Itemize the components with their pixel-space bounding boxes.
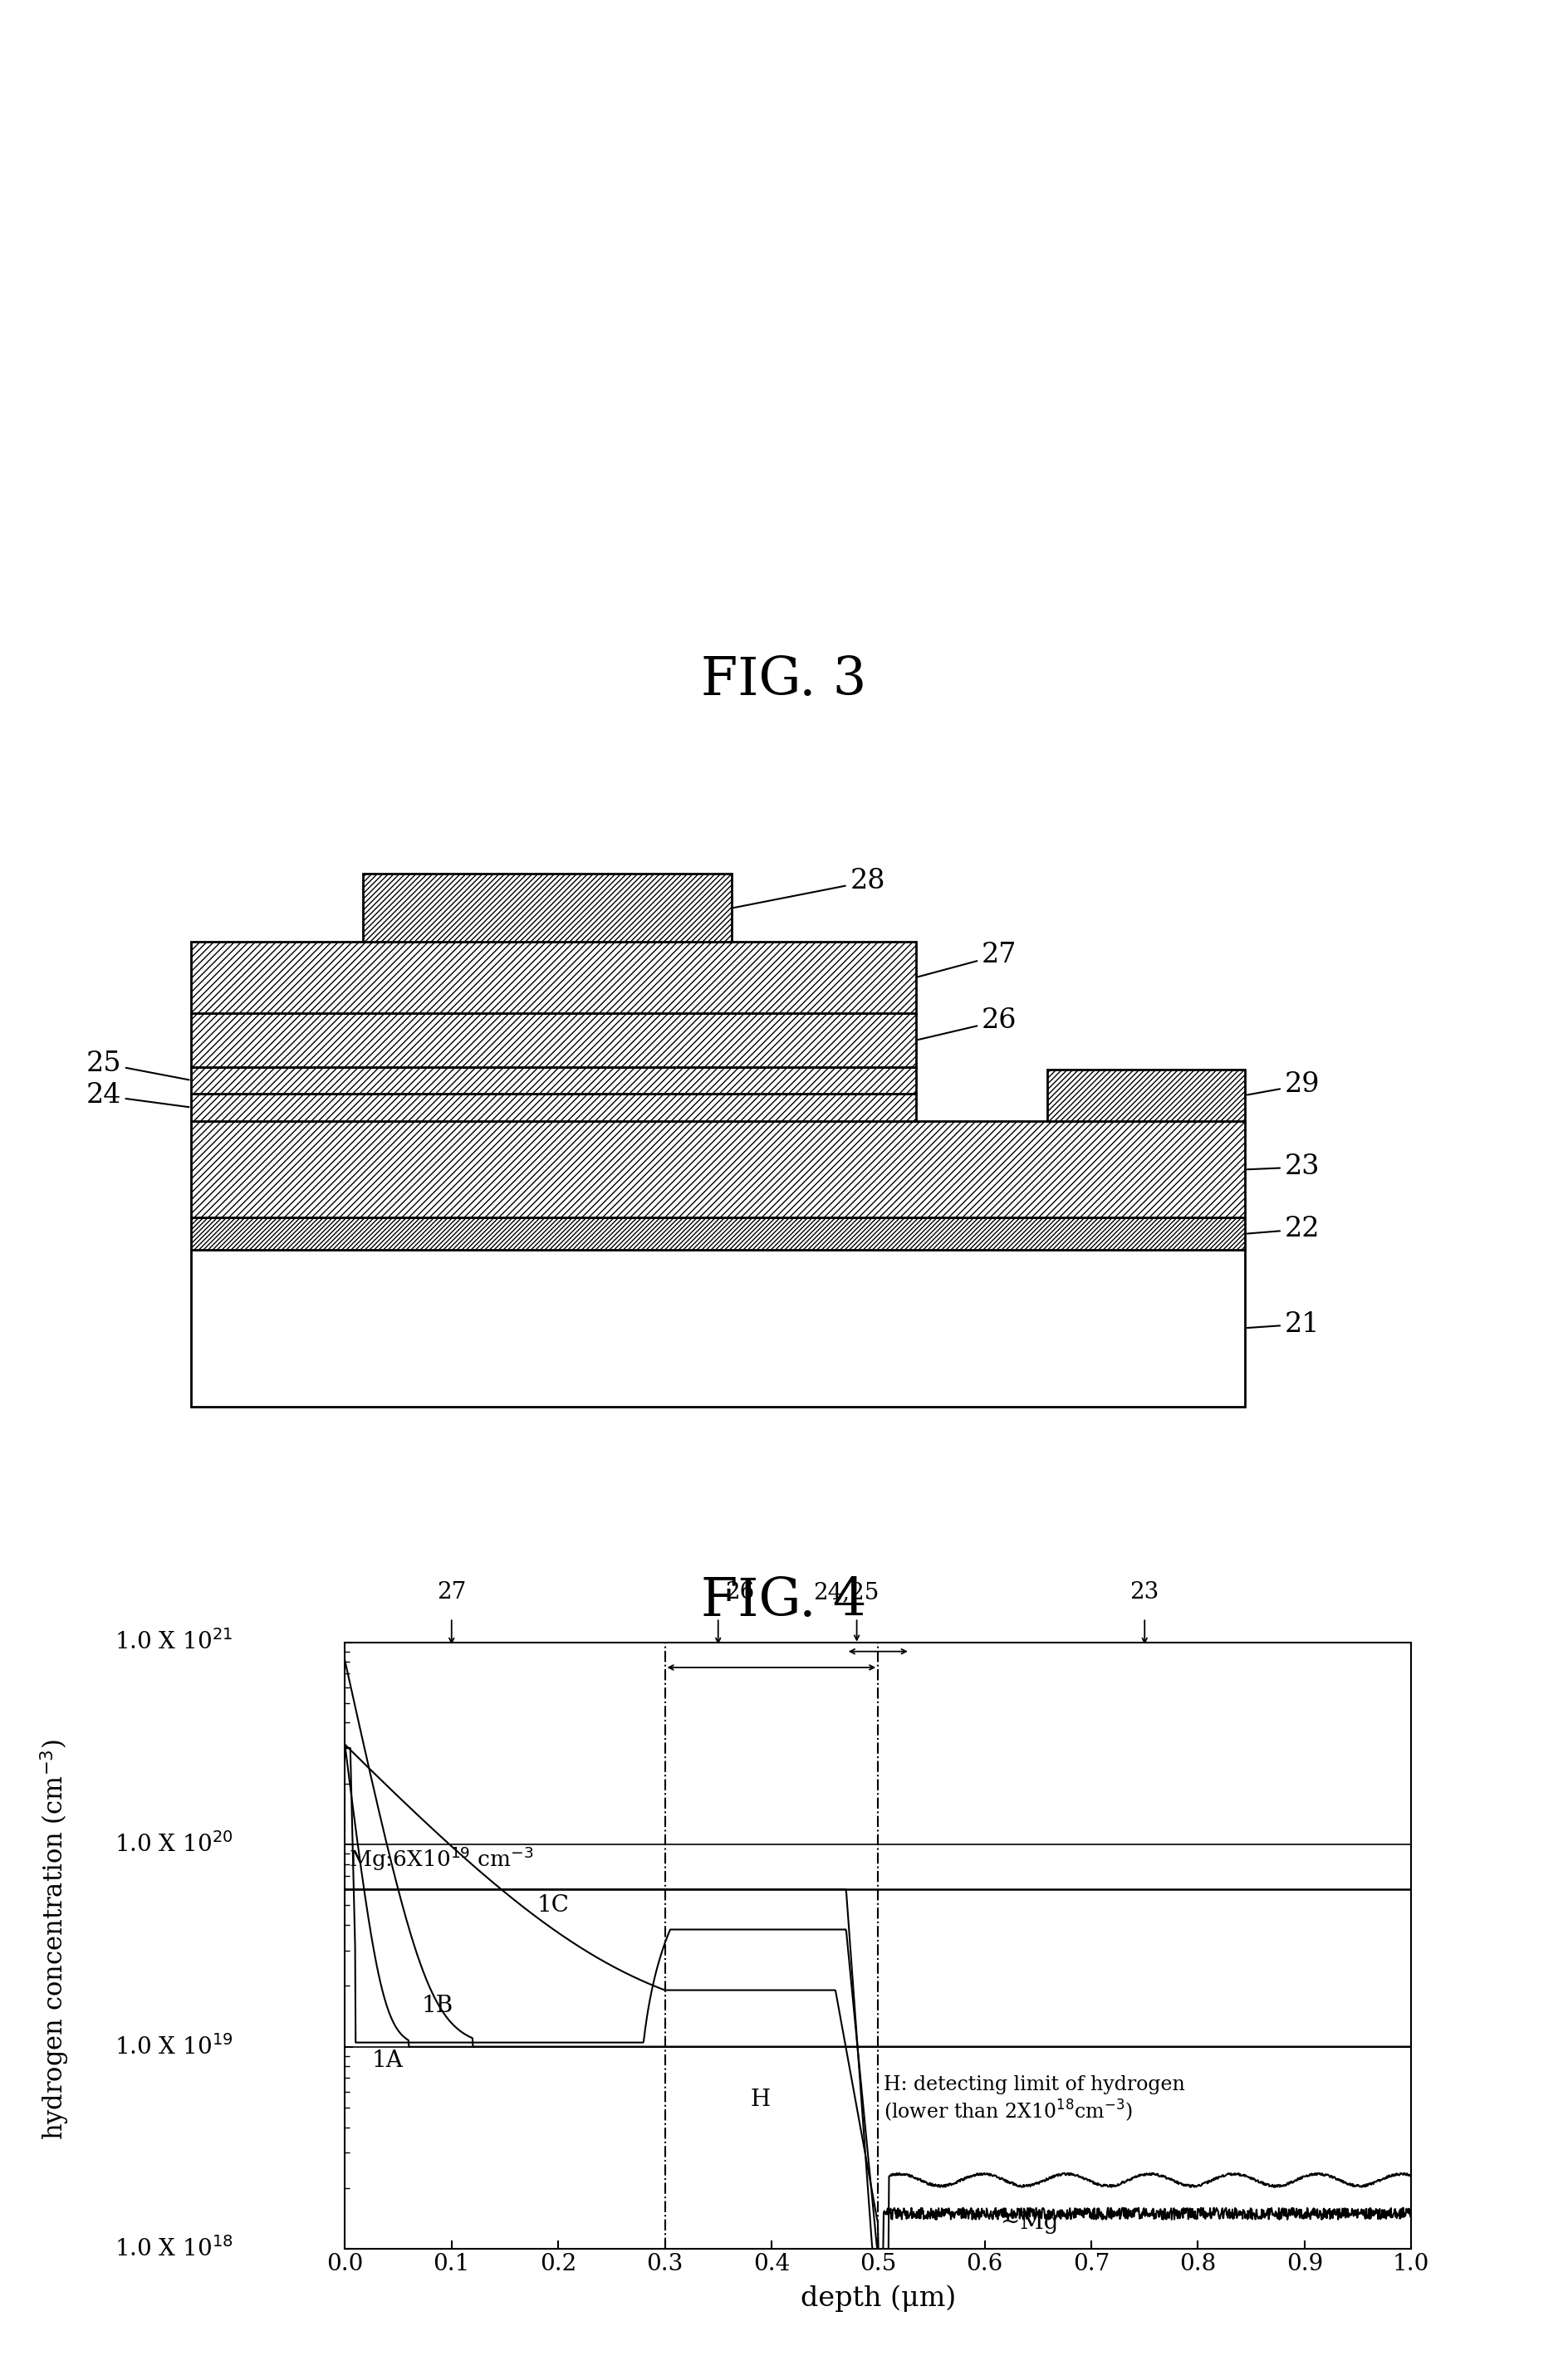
Text: FIG. 3: FIG. 3 <box>701 655 867 707</box>
Text: 25: 25 <box>86 1050 190 1081</box>
Text: 28: 28 <box>734 869 886 907</box>
Text: H: detecting limit of hydrogen
(lower than 2X10$^{18}$cm$^{-3}$): H: detecting limit of hydrogen (lower th… <box>883 2075 1185 2123</box>
Text: ~Mg: ~Mg <box>1000 2211 1058 2235</box>
X-axis label: depth (μm): depth (μm) <box>800 2285 956 2311</box>
Text: 23: 23 <box>1131 1580 1159 1604</box>
Text: 1.0 X 10$^{21}$: 1.0 X 10$^{21}$ <box>114 1630 234 1654</box>
Text: 1.0 X 10$^{19}$: 1.0 X 10$^{19}$ <box>114 2035 234 2059</box>
Bar <box>191 942 916 1014</box>
Text: 29: 29 <box>1247 1071 1320 1097</box>
Bar <box>191 1121 1245 1219</box>
Bar <box>191 1219 1245 1250</box>
Text: 1B: 1B <box>422 1994 453 2016</box>
Bar <box>191 1014 916 1066</box>
Text: hydrogen concentration (cm$^{-3}$): hydrogen concentration (cm$^{-3}$) <box>39 1740 71 2140</box>
Bar <box>191 1095 916 1121</box>
Bar <box>1047 1069 1245 1121</box>
Text: FIG. 4: FIG. 4 <box>701 1576 867 1628</box>
Text: H: H <box>750 2087 770 2111</box>
Text: 23: 23 <box>1247 1154 1320 1180</box>
Text: 1.0 X 10$^{18}$: 1.0 X 10$^{18}$ <box>114 2237 234 2261</box>
Bar <box>191 1066 916 1095</box>
Text: Mg:6X10$^{19}$ cm$^{-3}$: Mg:6X10$^{19}$ cm$^{-3}$ <box>350 1844 535 1873</box>
Text: 21: 21 <box>1247 1311 1320 1338</box>
Text: 1A: 1A <box>372 2049 403 2073</box>
Bar <box>191 1250 1245 1407</box>
Text: 27: 27 <box>917 942 1016 976</box>
Text: 24: 24 <box>86 1083 190 1109</box>
Text: 1.0 X 10$^{20}$: 1.0 X 10$^{20}$ <box>114 1833 234 1856</box>
Text: 27: 27 <box>437 1580 466 1604</box>
Text: 26: 26 <box>917 1007 1018 1040</box>
Text: 26: 26 <box>724 1580 754 1604</box>
Bar <box>362 873 731 942</box>
Text: 22: 22 <box>1247 1216 1320 1242</box>
Text: 1C: 1C <box>536 1894 569 1916</box>
Text: 24,25: 24,25 <box>814 1580 880 1604</box>
